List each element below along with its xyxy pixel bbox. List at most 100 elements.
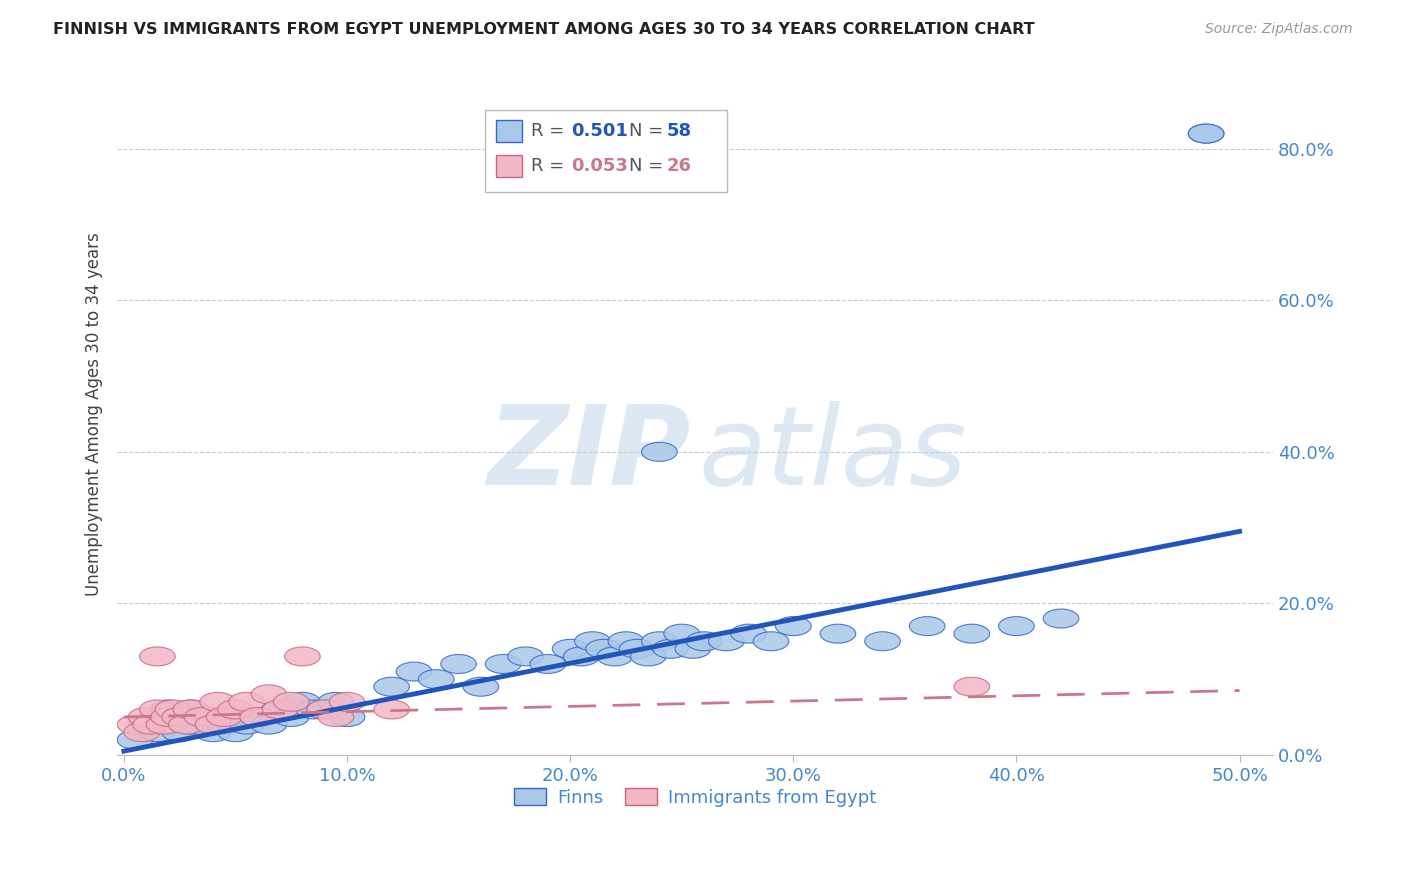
Ellipse shape bbox=[150, 715, 187, 734]
Ellipse shape bbox=[150, 707, 187, 726]
Ellipse shape bbox=[240, 707, 276, 726]
Text: 0.501: 0.501 bbox=[571, 122, 628, 140]
Ellipse shape bbox=[184, 707, 219, 726]
Ellipse shape bbox=[139, 707, 176, 726]
Ellipse shape bbox=[318, 707, 354, 726]
Y-axis label: Unemployment Among Ages 30 to 34 years: Unemployment Among Ages 30 to 34 years bbox=[86, 232, 103, 596]
Ellipse shape bbox=[440, 655, 477, 673]
Ellipse shape bbox=[374, 677, 409, 696]
Text: 26: 26 bbox=[666, 157, 692, 176]
Ellipse shape bbox=[162, 723, 197, 741]
Ellipse shape bbox=[820, 624, 856, 643]
Ellipse shape bbox=[910, 616, 945, 636]
Ellipse shape bbox=[218, 723, 253, 741]
Ellipse shape bbox=[318, 692, 354, 711]
Ellipse shape bbox=[218, 707, 253, 726]
Ellipse shape bbox=[329, 692, 366, 711]
FancyBboxPatch shape bbox=[485, 111, 727, 193]
Ellipse shape bbox=[207, 715, 242, 734]
Ellipse shape bbox=[162, 707, 197, 726]
Ellipse shape bbox=[553, 640, 588, 658]
Ellipse shape bbox=[162, 707, 197, 726]
Ellipse shape bbox=[485, 655, 522, 673]
Ellipse shape bbox=[664, 624, 700, 643]
Text: ZIP: ZIP bbox=[488, 401, 692, 508]
Ellipse shape bbox=[1188, 124, 1225, 143]
Ellipse shape bbox=[686, 632, 721, 651]
Ellipse shape bbox=[607, 632, 644, 651]
Ellipse shape bbox=[139, 723, 176, 741]
Ellipse shape bbox=[128, 715, 165, 734]
Ellipse shape bbox=[173, 700, 208, 719]
Ellipse shape bbox=[463, 677, 499, 696]
Ellipse shape bbox=[329, 707, 366, 726]
Ellipse shape bbox=[117, 731, 153, 749]
Ellipse shape bbox=[146, 715, 181, 734]
Ellipse shape bbox=[307, 700, 343, 719]
Ellipse shape bbox=[865, 632, 900, 651]
Ellipse shape bbox=[128, 707, 165, 726]
Ellipse shape bbox=[284, 647, 321, 665]
Ellipse shape bbox=[586, 640, 621, 658]
Ellipse shape bbox=[139, 700, 176, 719]
Ellipse shape bbox=[229, 715, 264, 734]
Ellipse shape bbox=[200, 692, 235, 711]
Ellipse shape bbox=[953, 677, 990, 696]
Ellipse shape bbox=[754, 632, 789, 651]
Text: N =: N = bbox=[630, 157, 669, 176]
Ellipse shape bbox=[776, 616, 811, 636]
Ellipse shape bbox=[598, 647, 633, 665]
Text: R =: R = bbox=[531, 157, 569, 176]
Ellipse shape bbox=[207, 707, 242, 726]
Ellipse shape bbox=[1043, 609, 1078, 628]
Legend: Finns, Immigrants from Egypt: Finns, Immigrants from Egypt bbox=[506, 780, 884, 814]
Ellipse shape bbox=[150, 700, 187, 719]
Ellipse shape bbox=[273, 707, 309, 726]
Ellipse shape bbox=[273, 692, 309, 711]
Bar bbox=[496, 155, 522, 178]
Ellipse shape bbox=[240, 707, 276, 726]
Text: atlas: atlas bbox=[699, 401, 967, 508]
Ellipse shape bbox=[564, 647, 599, 665]
Ellipse shape bbox=[652, 640, 689, 658]
Ellipse shape bbox=[155, 700, 191, 719]
Ellipse shape bbox=[195, 715, 231, 734]
Text: 58: 58 bbox=[666, 122, 692, 140]
Ellipse shape bbox=[284, 692, 321, 711]
Ellipse shape bbox=[709, 632, 744, 651]
Text: FINNISH VS IMMIGRANTS FROM EGYPT UNEMPLOYMENT AMONG AGES 30 TO 34 YEARS CORRELAT: FINNISH VS IMMIGRANTS FROM EGYPT UNEMPLO… bbox=[53, 22, 1035, 37]
Ellipse shape bbox=[530, 655, 565, 673]
Ellipse shape bbox=[139, 647, 176, 665]
Ellipse shape bbox=[218, 700, 253, 719]
Ellipse shape bbox=[419, 670, 454, 689]
Ellipse shape bbox=[953, 624, 990, 643]
Text: 0.053: 0.053 bbox=[571, 157, 628, 176]
Ellipse shape bbox=[173, 700, 208, 719]
Ellipse shape bbox=[184, 707, 219, 726]
Ellipse shape bbox=[641, 442, 678, 461]
Ellipse shape bbox=[169, 715, 204, 734]
Ellipse shape bbox=[619, 640, 655, 658]
Ellipse shape bbox=[396, 662, 432, 681]
Ellipse shape bbox=[575, 632, 610, 651]
Ellipse shape bbox=[195, 707, 231, 726]
Text: Source: ZipAtlas.com: Source: ZipAtlas.com bbox=[1205, 22, 1353, 37]
Ellipse shape bbox=[307, 700, 343, 719]
Ellipse shape bbox=[641, 632, 678, 651]
Ellipse shape bbox=[295, 700, 332, 719]
Ellipse shape bbox=[263, 700, 298, 719]
Ellipse shape bbox=[675, 640, 710, 658]
Ellipse shape bbox=[124, 723, 160, 741]
Bar bbox=[496, 120, 522, 142]
Ellipse shape bbox=[508, 647, 543, 665]
Ellipse shape bbox=[263, 700, 298, 719]
Text: N =: N = bbox=[630, 122, 669, 140]
Ellipse shape bbox=[132, 715, 169, 734]
Ellipse shape bbox=[252, 685, 287, 704]
Ellipse shape bbox=[173, 715, 208, 734]
Ellipse shape bbox=[252, 715, 287, 734]
Ellipse shape bbox=[998, 616, 1035, 636]
Ellipse shape bbox=[374, 700, 409, 719]
Ellipse shape bbox=[117, 715, 153, 734]
Text: R =: R = bbox=[531, 122, 569, 140]
